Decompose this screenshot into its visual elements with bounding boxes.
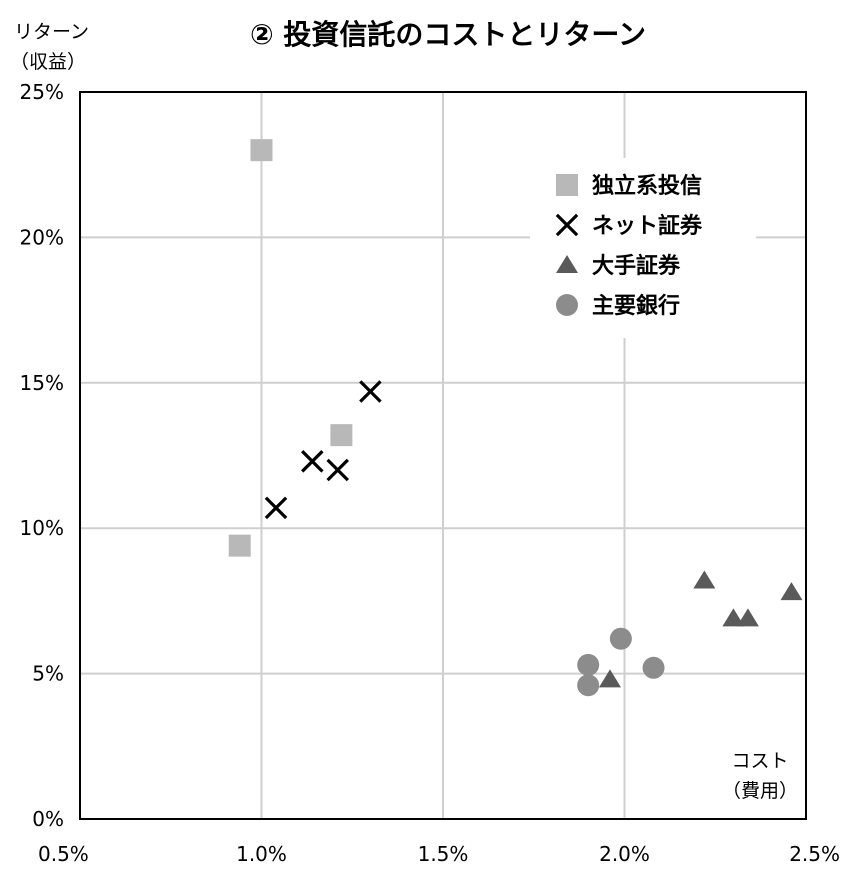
x-tick-label: 2.0% bbox=[599, 842, 650, 866]
data-point-circle bbox=[609, 627, 632, 650]
x-tick-label: 0.5% bbox=[38, 842, 89, 866]
data-point-circle bbox=[577, 674, 600, 697]
x-tick-label: 2.5% bbox=[789, 842, 840, 866]
legend-label: 大手証券 bbox=[592, 253, 681, 279]
tick-labels: 0.5% 1.0% 1.5% 2.0% 2.5% 0% 5% 10% 15% 20% 25% bbox=[20, 80, 840, 866]
data-point-x bbox=[301, 450, 324, 473]
y-tick-label: 5% bbox=[32, 662, 64, 686]
y-tick-label: 10% bbox=[20, 516, 64, 540]
x-tick-label: 1.5% bbox=[418, 842, 469, 866]
legend-marker-triangle bbox=[556, 255, 578, 273]
legend-label: 主要銀行 bbox=[592, 293, 680, 319]
data-point-triangle bbox=[693, 570, 716, 589]
legend-marker-circle bbox=[556, 294, 578, 316]
data-point-triangle bbox=[780, 582, 803, 601]
y-tick-label: 20% bbox=[20, 225, 64, 249]
x-axis-label-line-2: （費用） bbox=[722, 780, 798, 802]
plot-frame bbox=[79, 91, 807, 820]
data-point-x bbox=[326, 458, 349, 482]
data-point-circle bbox=[577, 653, 600, 676]
data-point-square bbox=[250, 139, 273, 162]
y-axis-label-line-2: （収益） bbox=[10, 51, 86, 73]
data-point-circle bbox=[642, 656, 665, 679]
y-tick-label: 0% bbox=[32, 807, 64, 831]
x-axis-label-line-1: コスト bbox=[731, 750, 788, 772]
y-tick-label: 15% bbox=[20, 371, 64, 395]
data-point-x bbox=[359, 380, 382, 403]
data-point-triangle bbox=[722, 608, 745, 627]
data-point-square bbox=[330, 424, 353, 447]
data-point-triangle bbox=[736, 608, 759, 627]
data-point-square bbox=[228, 534, 251, 557]
x-tick-label: 1.0% bbox=[236, 842, 287, 866]
y-axis-label-line-1: リターン bbox=[14, 21, 89, 43]
chart-title: ② 投資信託のコストとリターン bbox=[250, 18, 646, 51]
y-tick-label: 25% bbox=[20, 80, 64, 104]
legend-marker-square bbox=[556, 174, 578, 196]
data-points bbox=[228, 139, 803, 697]
data-point-x bbox=[264, 496, 288, 520]
legend-label: ネット証券 bbox=[592, 213, 703, 239]
legend-label: 独立系投信 bbox=[592, 173, 702, 199]
data-point-triangle bbox=[598, 669, 621, 688]
legend-marker-x bbox=[555, 213, 579, 237]
